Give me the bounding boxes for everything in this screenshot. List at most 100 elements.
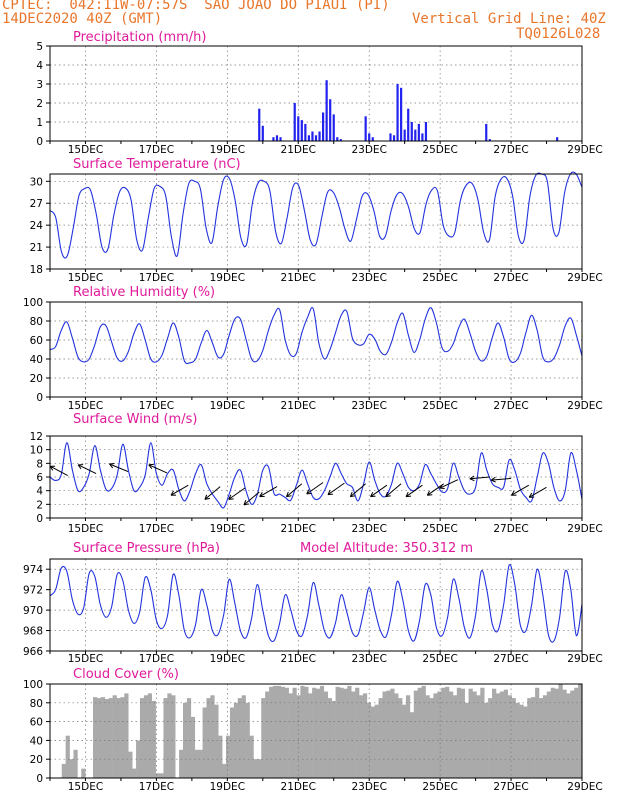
- cloud-bar: [139, 698, 145, 778]
- cloud-bar: [366, 702, 372, 778]
- x-tick-label: 19DEC: [210, 523, 245, 535]
- y-tick-label: 970: [23, 605, 43, 617]
- precip-bar: [318, 131, 321, 141]
- cloud-bar: [452, 695, 458, 778]
- panel-6: Cloud Cover (%) 0 20 40 60 80 100 15DEC 17DEC 19D…: [23, 667, 603, 793]
- y-tick-label: 18: [30, 264, 43, 276]
- cloud-bar: [331, 700, 336, 778]
- cloud-bar: [128, 751, 133, 778]
- precip-bar: [272, 137, 275, 141]
- cloud-bar: [222, 763, 227, 778]
- y-tick-label: 12: [30, 431, 43, 443]
- cloud-bar: [515, 702, 520, 778]
- x-tick-label: 27DEC: [493, 781, 528, 793]
- y-tick-label: 21: [30, 242, 43, 254]
- x-tick-label: 25DEC: [422, 144, 457, 156]
- x-tick-label: 19DEC: [210, 272, 245, 284]
- y-tick-label: 100: [23, 679, 43, 691]
- panel-5: Surface Pressure (hPa) Model Altitude: 35…: [23, 541, 603, 665]
- cloud-bar: [108, 698, 113, 778]
- cloud-bar: [120, 697, 125, 778]
- x-tick-label: 15DEC: [68, 523, 103, 535]
- panel-4: Surface Wind (m/s) 0 24 6 810 12 15DEC 17DEC 19D…: [30, 412, 603, 535]
- series-line: [49, 171, 583, 259]
- cloud-bar: [65, 735, 70, 778]
- cloud-bar: [523, 706, 528, 778]
- y-tick-label: 972: [23, 585, 43, 597]
- wind-vector: [49, 465, 68, 477]
- x-tick-label: 29DEC: [567, 523, 602, 535]
- cloud-bar: [464, 702, 469, 778]
- y-tick-label: 8: [36, 458, 43, 470]
- cloud-bar: [112, 695, 117, 778]
- x-tick-label: 17DEC: [139, 781, 174, 793]
- cloud-bar: [484, 702, 489, 778]
- x-tick-label: 25DEC: [422, 272, 457, 284]
- x-tick-label: 25DEC: [422, 653, 457, 665]
- x-tick-label: 23DEC: [351, 400, 386, 412]
- precip-bar: [368, 133, 371, 141]
- precip-bar: [389, 133, 392, 141]
- cloud-bar: [93, 697, 98, 778]
- y-tick-label: 0: [36, 513, 43, 525]
- cloud-bar: [335, 686, 340, 778]
- cloud-bar: [421, 685, 426, 778]
- wind-vector: [327, 482, 345, 496]
- panel-frame: [49, 173, 583, 270]
- cloud-bar: [96, 698, 102, 778]
- cloud-bar: [449, 691, 454, 778]
- y-tick-label: 0: [36, 136, 43, 148]
- header-date: 14DEC2020 40Z (GMT): [2, 11, 163, 27]
- precip-bar: [364, 116, 367, 141]
- wind-vector: [259, 486, 278, 498]
- cloud-bar: [327, 698, 332, 778]
- cloud-bar: [402, 704, 407, 778]
- wind-vector: [469, 475, 490, 482]
- cloud-bar: [456, 687, 462, 778]
- y-tick-label: 80: [30, 698, 43, 710]
- panel-title: Surface Wind (m/s): [73, 412, 197, 427]
- cloud-bar: [370, 706, 375, 778]
- wind-vector: [148, 463, 168, 474]
- cloud-bar: [284, 687, 289, 778]
- panel-3: Relative Humidity (%) 0 20 40 60 80 100 15DEC 17…: [23, 285, 603, 412]
- y-tick-label: 0: [36, 773, 43, 785]
- wind-vector: [306, 482, 324, 495]
- cloud-bar: [507, 695, 512, 778]
- x-tick-label: 25DEC: [422, 781, 457, 793]
- precip-bar: [410, 122, 413, 141]
- precip-bar: [396, 84, 399, 141]
- cloud-bar: [100, 697, 106, 778]
- precip-bar: [400, 87, 403, 141]
- cloud-bar: [429, 698, 434, 778]
- cloud-bar: [468, 688, 473, 778]
- series-line: [49, 442, 583, 509]
- x-tick-label: 19DEC: [210, 400, 245, 412]
- cloud-bar: [437, 691, 442, 778]
- precip-bar: [325, 80, 328, 141]
- precip-bar: [392, 135, 396, 141]
- x-tick-label: 17DEC: [139, 523, 174, 535]
- y-tick-label: 966: [23, 646, 43, 658]
- cloud-bar: [69, 759, 74, 778]
- cloud-bar: [546, 691, 551, 778]
- precip-bar: [300, 120, 303, 141]
- x-tick-label: 19DEC: [210, 144, 245, 156]
- cloud-bar: [155, 773, 160, 778]
- y-tick-label: 968: [23, 626, 43, 638]
- cloud-bar: [445, 686, 450, 778]
- cloud-bar: [245, 702, 250, 778]
- cloud-bar: [237, 698, 242, 778]
- cloud-bar: [488, 698, 493, 778]
- cloud-bar: [198, 749, 203, 778]
- cloud-bar: [81, 768, 86, 778]
- panel-title: Surface Temperature (nC): [73, 157, 241, 172]
- cloud-bar: [194, 749, 199, 778]
- y-tick-label: 27: [30, 198, 43, 210]
- cloud-bar: [398, 698, 403, 778]
- cloud-bar: [218, 735, 223, 778]
- wind-vector: [228, 487, 246, 500]
- cloud-bar: [519, 704, 524, 778]
- panel-title: Cloud Cover (%): [73, 667, 179, 682]
